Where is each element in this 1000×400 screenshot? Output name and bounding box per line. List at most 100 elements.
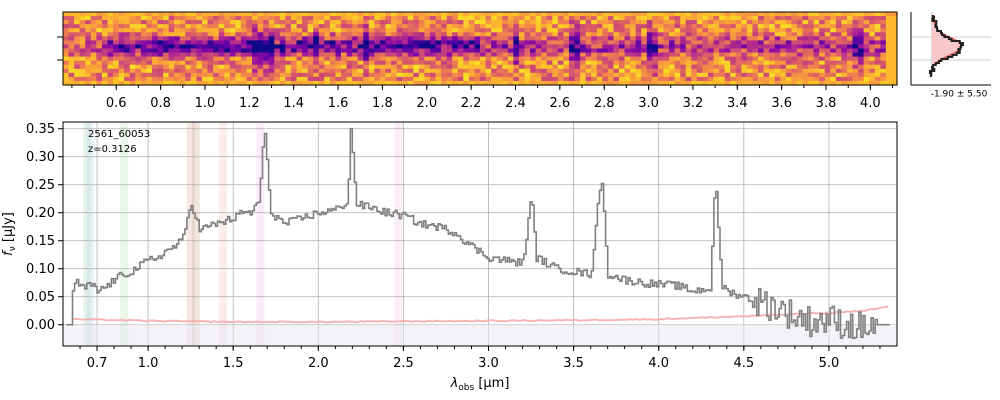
heatmap-cell: [702, 16, 709, 21]
heatmap-cell: [135, 68, 142, 74]
heatmap-cell: [874, 32, 881, 37]
heatmap-cell: [552, 52, 559, 58]
heatmap-cell: [852, 52, 859, 58]
heatmap-cell: [263, 60, 270, 66]
heatmap-cell: [641, 72, 648, 78]
heatmap-cell: [129, 44, 136, 50]
heatmap-cell: [774, 24, 781, 29]
heatmap-cell: [252, 36, 259, 41]
heatmap-cell: [624, 60, 631, 66]
heatmap-cell: [852, 28, 859, 33]
heatmap-cell: [268, 76, 275, 82]
heatmap-cell: [674, 44, 681, 50]
heatmap-cell: [702, 44, 709, 50]
heatmap-cell: [174, 80, 181, 86]
heatmap-cell: [185, 64, 192, 70]
heatmap-cell: [846, 68, 854, 74]
heatmap-cell: [224, 36, 231, 41]
heatmap-cell: [735, 12, 742, 17]
heatmap-cell: [140, 36, 147, 41]
heatmap-cell: [869, 40, 876, 46]
heatmap-cell: [735, 56, 742, 62]
heatmap-cell: [196, 24, 203, 29]
heatmap-cell: [685, 20, 692, 25]
heatmap-cell: [713, 44, 720, 50]
heatmap-cell: [124, 12, 131, 17]
heatmap-cell: [824, 16, 831, 21]
spectrum-1d-panel: 0.7 1.0 1.5 2.0 2.5 3.0 3.5 4.0 4.5 5.0 0.000.050…: [1, 121, 898, 393]
heatmap-cell: [368, 52, 375, 58]
heatmap-cell: [379, 32, 387, 37]
heatmap-cell: [307, 44, 314, 50]
heatmap-cell: [213, 72, 220, 78]
heatmap-cell: [524, 60, 531, 66]
heatmap-cell: [257, 64, 264, 70]
heatmap-cell: [713, 64, 720, 70]
heatmap-cell: [880, 44, 887, 50]
heatmap-cell: [719, 68, 726, 74]
heatmap-cell: [429, 20, 437, 25]
heatmap-cell: [602, 80, 609, 86]
heatmap-cell: [791, 28, 798, 33]
heatmap-cell: [674, 72, 681, 78]
heatmap-cell: [724, 56, 731, 62]
heatmap-cell: [196, 44, 203, 50]
heatmap-cell: [235, 56, 242, 62]
heatmap-cell: [140, 48, 147, 54]
heatmap-cell: [163, 44, 170, 50]
heatmap-cell: [240, 36, 248, 41]
heatmap-cell: [485, 16, 492, 21]
heatmap-cell: [418, 36, 425, 41]
heatmap-cell: [418, 48, 425, 54]
heatmap-cell: [63, 80, 70, 86]
heatmap-cell: [202, 20, 209, 25]
heatmap-cell: [290, 32, 298, 37]
heatmap-cell: [424, 56, 431, 62]
heatmap-cell: [424, 12, 431, 17]
heatmap-cell: [218, 32, 225, 37]
heatmap-cell: [591, 40, 598, 46]
heatmap-cell: [224, 20, 231, 25]
heatmap-cell: [869, 12, 876, 17]
heatmap-cell: [468, 64, 476, 70]
heatmap-cell: [780, 36, 787, 41]
heatmap-cell: [190, 36, 198, 41]
heatmap-cell: [218, 60, 225, 66]
heatmap-cell: [163, 52, 170, 58]
heatmap-cell: [758, 44, 765, 50]
heatmap-cell: [207, 72, 214, 78]
heatmap-cell: [279, 12, 286, 17]
heatmap-cell: [663, 48, 670, 54]
heatmap-cell: [819, 80, 826, 86]
heatmap-cell: [741, 64, 748, 70]
heatmap-cell: [441, 12, 448, 17]
heatmap-cell: [324, 16, 331, 21]
heatmap-cell: [268, 48, 275, 54]
heatmap-cell: [357, 52, 364, 58]
heatmap-cell: [101, 32, 109, 37]
heatmap-cell: [235, 16, 242, 21]
heatmap-cell: [429, 48, 437, 54]
heatmap-cell: [741, 36, 748, 41]
heatmap-cell: [135, 52, 142, 58]
heatmap-cell: [379, 56, 387, 62]
heatmap-cell: [635, 56, 642, 62]
heatmap-cell: [663, 24, 670, 29]
heatmap-cell: [535, 32, 542, 37]
heatmap-cell: [424, 64, 431, 70]
heatmap-cell: [630, 48, 637, 54]
heatmap-cell: [468, 60, 476, 66]
heatmap-cell: [685, 64, 692, 70]
heatmap-cell: [680, 12, 687, 17]
heatmap-cell: [352, 60, 359, 66]
heatmap-cell: [824, 56, 831, 62]
heatmap-cell: [724, 36, 731, 41]
heatmap-cell: [858, 12, 865, 17]
heatmap-cell: [824, 60, 831, 66]
heatmap-cell: [568, 12, 576, 17]
heatmap-cell: [357, 36, 364, 41]
heatmap-cell: [79, 56, 86, 62]
heatmap-cell: [196, 72, 203, 78]
heatmap-cell: [457, 12, 464, 17]
heatmap-cell: [202, 44, 209, 50]
